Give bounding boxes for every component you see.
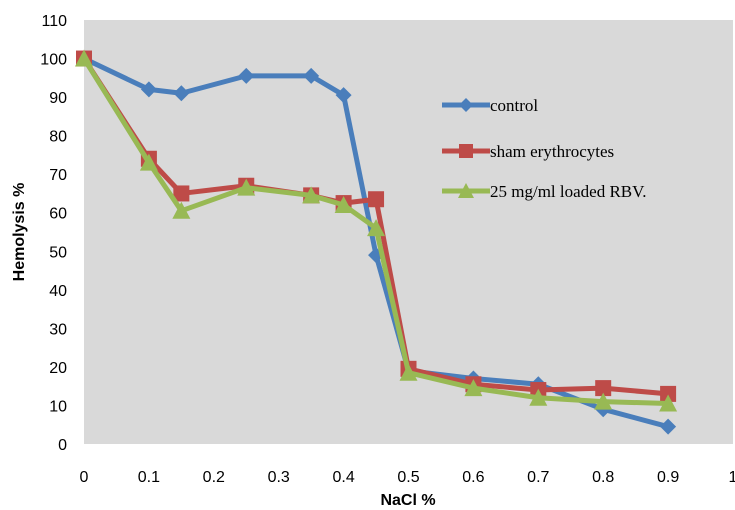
data-point <box>595 380 612 397</box>
series-layer <box>75 49 678 435</box>
series-3 <box>75 49 678 412</box>
data-point <box>594 392 613 410</box>
y-axis-ticks: 0 10 20 30 40 50 60 70 80 90 100 110 <box>40 13 67 454</box>
y-tick-label: 50 <box>49 244 67 261</box>
x-axis-ticks: 0 0.1 0.2 0.3 0.4 0.5 0.6 0.7 0.8 0.9 1 <box>80 469 735 486</box>
series-line <box>81 56 671 407</box>
x-tick-label: 0 <box>80 469 89 486</box>
legend-label: sham erythrocytes <box>490 142 614 161</box>
y-tick-label: 100 <box>40 52 67 69</box>
data-point <box>303 67 320 84</box>
data-point <box>302 186 321 204</box>
legend-label: control <box>490 96 538 115</box>
x-tick-label: 0.1 <box>138 469 160 486</box>
data-point <box>367 219 386 237</box>
y-tick-label: 20 <box>49 360 67 377</box>
x-tick-label: 0.9 <box>657 469 679 486</box>
y-tick-label: 80 <box>49 129 67 146</box>
data-point <box>140 81 157 98</box>
data-point <box>368 191 385 208</box>
data-point <box>237 178 256 196</box>
data-point <box>399 363 418 381</box>
legend-item: control <box>442 96 538 115</box>
x-tick-label: 0.5 <box>397 469 419 486</box>
y-axis-title: Hemolysis % <box>11 183 28 282</box>
x-tick-label: 0.6 <box>462 469 484 486</box>
data-point <box>660 385 677 402</box>
data-point <box>659 394 678 412</box>
y-tick-label: 70 <box>49 167 67 184</box>
legend-item: sham erythrocytes <box>442 142 614 161</box>
legend: control sham erythrocytes 25 mg/ml loaded … <box>442 96 646 201</box>
x-tick-label: 0.2 <box>203 469 225 486</box>
legend-marker <box>458 183 474 198</box>
x-axis-title: NaCl % <box>380 492 435 509</box>
y-tick-label: 10 <box>49 398 67 415</box>
data-point <box>173 185 190 202</box>
data-point <box>139 153 158 171</box>
y-tick-label: 60 <box>49 206 67 223</box>
x-tick-label: 0.8 <box>592 469 614 486</box>
x-tick-label: 0.7 <box>527 469 549 486</box>
y-tick-label: 110 <box>41 13 67 30</box>
data-point <box>334 196 353 214</box>
x-tick-label: 0.3 <box>268 469 290 486</box>
data-point <box>529 388 548 406</box>
legend-marker <box>459 98 473 112</box>
y-tick-label: 40 <box>49 283 67 300</box>
y-tick-label: 90 <box>49 90 67 107</box>
data-point <box>172 201 191 219</box>
data-point <box>335 87 352 104</box>
legend-label: 25 mg/ml loaded RBV. <box>490 182 646 201</box>
data-point <box>464 379 483 397</box>
legend-marker <box>459 144 473 158</box>
data-point <box>75 49 93 67</box>
y-tick-label: 0 <box>58 437 67 454</box>
data-point <box>173 85 190 102</box>
x-tick-label: 1 <box>729 469 735 486</box>
x-tick-label: 0.4 <box>332 469 354 486</box>
y-tick-label: 30 <box>49 321 67 338</box>
data-point <box>238 67 255 84</box>
data-point <box>660 418 677 435</box>
legend-item: 25 mg/ml loaded RBV. <box>442 182 646 201</box>
